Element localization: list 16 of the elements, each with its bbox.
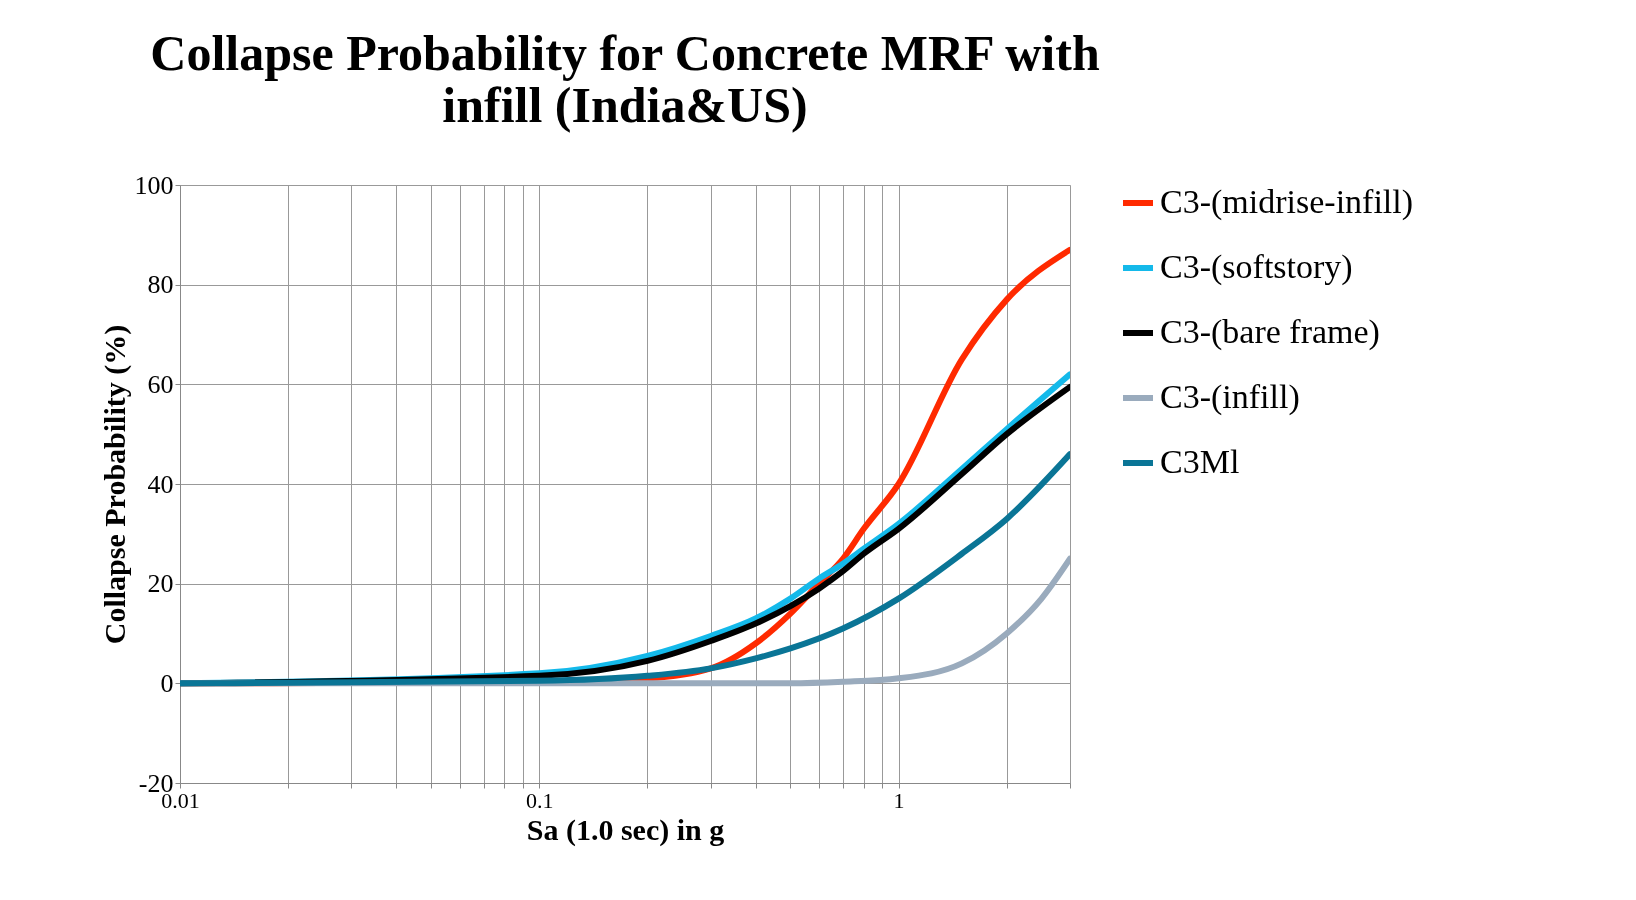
legend-label: C3-(softstory) <box>1160 248 1353 286</box>
legend-label: C3Ml <box>1160 443 1240 480</box>
legend-label: C3-(infill) <box>1160 378 1300 416</box>
legend-label: C3-(midrise-infill) <box>1160 183 1414 221</box>
y-tick-label: 100 <box>134 170 174 200</box>
text: Collapse Probability for Concrete MRF with <box>150 25 1100 81</box>
x-tick-label: 0.1 <box>526 787 554 813</box>
y-axis-title: Collapse Probability (%) <box>97 324 132 645</box>
y-tick-label: 20 <box>147 569 174 599</box>
y-tick-label: 80 <box>147 270 174 300</box>
y-tick-label: 0 <box>160 668 174 698</box>
x-tick-label: 1 <box>893 787 905 813</box>
legend-label: C3-(bare frame) <box>1160 313 1380 351</box>
y-tick-label: 40 <box>147 469 174 499</box>
y-tick-label: 60 <box>147 369 174 399</box>
x-axis-title: Sa (1.0 sec) in g <box>526 812 725 847</box>
